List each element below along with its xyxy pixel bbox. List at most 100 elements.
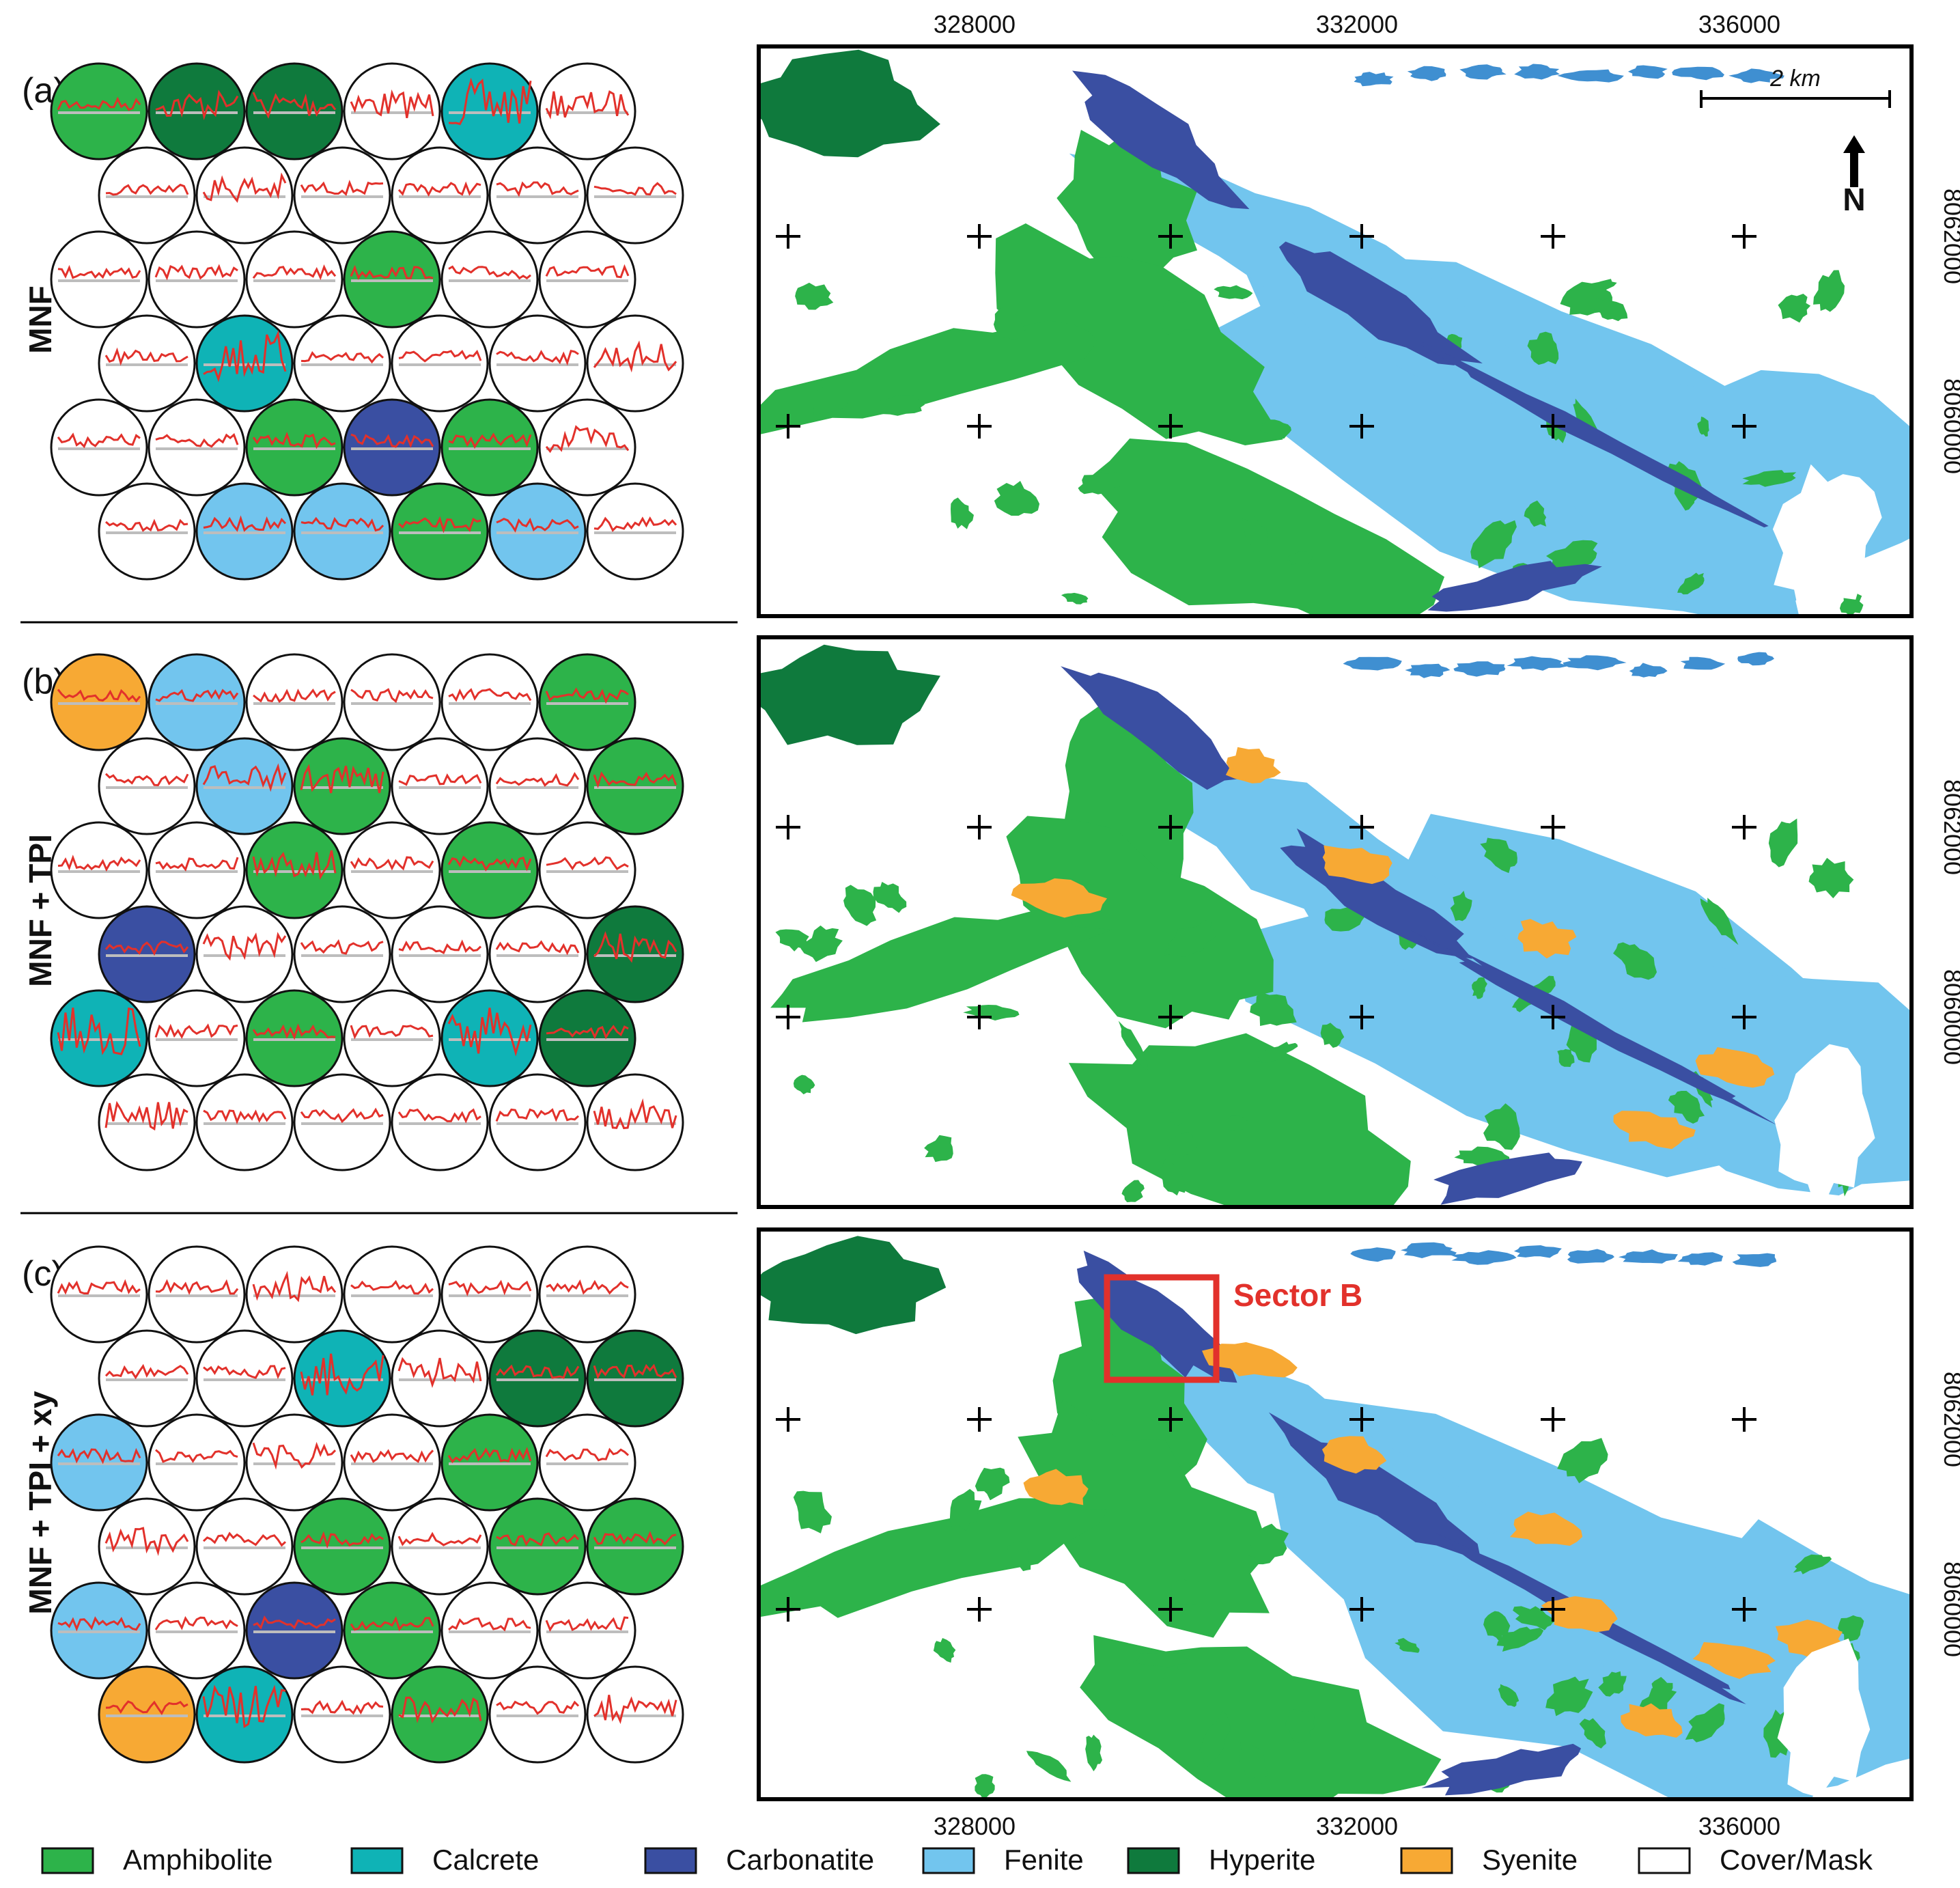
legend-item: Amphibolite: [41, 1844, 272, 1876]
legend-label: Hyperite: [1209, 1844, 1315, 1876]
spectrum-line: [350, 1449, 434, 1464]
spectrum-line: [397, 181, 481, 197]
amphibolite-patch: [1450, 891, 1472, 921]
som-node: [391, 905, 489, 1003]
amphibolite-patch: [795, 282, 834, 310]
som-node: [98, 1073, 196, 1171]
spectrum-line: [448, 265, 531, 280]
som-node: [391, 1329, 489, 1428]
som-node: [245, 1413, 344, 1512]
spectrum-line: [350, 433, 434, 448]
syenite-body: [1321, 1436, 1387, 1474]
som-node: [293, 1329, 391, 1428]
amphibolite-patch: [1250, 992, 1297, 1027]
som-node: [538, 821, 636, 919]
spectrum-line: [448, 432, 532, 449]
mask-area: [1774, 1044, 1875, 1207]
grid-cross: [967, 1005, 992, 1029]
amphibolite-patch: [963, 1005, 1020, 1021]
spectrum-line: [495, 940, 580, 956]
grid-cross: [776, 1407, 800, 1432]
syenite-body: [1509, 1512, 1583, 1546]
syenite-body: [1023, 1469, 1089, 1505]
som-node: [195, 1073, 294, 1171]
grid-cross: [1349, 815, 1374, 839]
amphibolite-patch: [1557, 1438, 1608, 1484]
grid-cross: [1541, 224, 1565, 249]
som-node: [343, 62, 441, 161]
mask-area: [1772, 464, 1882, 616]
amphibolite-body: [1068, 1033, 1411, 1207]
amphibolite-body: [1018, 1399, 1270, 1638]
som-node: [195, 1329, 294, 1428]
grid-cross: [1349, 1407, 1374, 1432]
som-grid: [50, 653, 684, 1171]
amphibolite-patch: [1677, 572, 1705, 595]
som-node: [293, 737, 391, 835]
spectrum-line: [546, 856, 629, 871]
spectrum-line: [350, 1279, 434, 1295]
som-node: [50, 1581, 148, 1680]
legend-label: Syenite: [1482, 1844, 1578, 1876]
spectrum-line: [350, 856, 434, 871]
spectrum-line: [495, 1364, 580, 1379]
map-area: [759, 1230, 1912, 1799]
spectrum-line: [300, 350, 384, 364]
amphibolite-patch: [1166, 1109, 1189, 1126]
amphibolite-patch: [1768, 818, 1798, 867]
water-body: [1513, 1245, 1562, 1258]
amphibolite-patch: [1483, 1103, 1520, 1150]
amphibolite-patch: [1171, 1578, 1207, 1605]
water-body: [1618, 1249, 1678, 1264]
amphibolite-body: [759, 1498, 1109, 1619]
y-tick-label: 8060000: [1939, 969, 1960, 1065]
spectrum-line: [252, 1023, 336, 1040]
hyperite-body: [759, 1236, 947, 1335]
spectrum-line: [545, 687, 629, 704]
som-node: [488, 1497, 587, 1596]
som-node: [195, 1497, 294, 1596]
som-node: [148, 1581, 246, 1680]
amphibolite-patch: [1527, 331, 1559, 365]
som-node: [343, 821, 441, 919]
amphibolite-patch: [933, 1637, 956, 1663]
som-node: [488, 905, 587, 1003]
syenite-body: [1322, 845, 1392, 885]
spectrum-line: [203, 330, 287, 383]
grid-cross: [1732, 1005, 1756, 1029]
som-node: [586, 146, 684, 245]
som-node: [245, 230, 344, 329]
som-node: [440, 230, 539, 329]
spectrum-line: [546, 1025, 629, 1040]
spectrum-line: [300, 1353, 384, 1396]
amphibolite-patch: [1470, 520, 1517, 568]
amphibolite-patch: [809, 375, 857, 416]
spectrum-line: [57, 1279, 141, 1295]
water-body: [1677, 1252, 1724, 1266]
grid-cross: [1349, 224, 1374, 249]
grid-cross: [967, 815, 992, 839]
spectrum-line: [252, 432, 336, 449]
legend-swatch: [41, 1847, 94, 1874]
amphibolite-patch: [1324, 907, 1368, 932]
amphibolite-patch: [1227, 1115, 1249, 1133]
legend-swatch: [1127, 1847, 1180, 1874]
spectrum-line: [448, 1279, 532, 1296]
som-node: [391, 314, 489, 413]
som-node: [245, 821, 344, 919]
som-node: [488, 314, 587, 413]
amphibolite-patch: [1061, 592, 1089, 605]
som-node: [586, 1497, 684, 1596]
carbonatite-body: [1268, 1412, 1481, 1556]
amphibolite-patch: [1199, 1711, 1231, 1767]
som-node: [538, 653, 636, 751]
amphibolite-patch: [1808, 857, 1854, 899]
spectrum-line: [300, 939, 384, 955]
som-node: [488, 1073, 587, 1171]
legend-swatch: [1638, 1847, 1691, 1874]
amphibolite-patch: [1579, 1718, 1606, 1749]
grid-cross: [1158, 815, 1183, 839]
spectrum-line: [545, 1616, 629, 1633]
amphibolite-patch: [1668, 1090, 1705, 1124]
som-node: [98, 737, 196, 835]
